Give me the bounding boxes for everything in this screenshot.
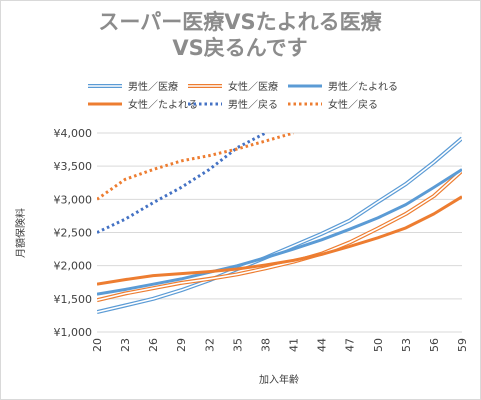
y-tick-label: ¥1,000 xyxy=(54,326,93,339)
y-axis-label: 月額保険料 xyxy=(14,208,27,258)
series-lines xyxy=(97,133,462,315)
legend-label: 男性／戻る xyxy=(228,98,278,111)
chart-title-line-1: スーパー医療VSたよれる医療 xyxy=(98,10,382,34)
y-tick-label: ¥1,500 xyxy=(54,293,93,306)
x-tick-label: 32 xyxy=(203,338,216,352)
x-tick-label: 23 xyxy=(119,338,132,352)
x-tick-label: 29 xyxy=(175,338,188,352)
legend-label: 男性／たよれる xyxy=(328,80,398,93)
series-line-0-inner xyxy=(97,137,462,313)
series-line-2 xyxy=(97,168,462,296)
legend-label: 男性／医療 xyxy=(128,80,178,93)
series-line-3 xyxy=(97,195,462,286)
x-axis: 20 23 26 29 32 35 38 41 44 47 50 53 56 59 xyxy=(91,338,469,352)
series-line-5 xyxy=(97,133,294,201)
y-tick-label: ¥3,000 xyxy=(54,193,93,206)
y-tick-label: ¥2,000 xyxy=(54,260,93,273)
x-tick-label: 53 xyxy=(400,338,413,352)
series-line-1-inner xyxy=(97,170,462,301)
legend-label: 女性／医療 xyxy=(228,80,278,93)
series-line-4 xyxy=(97,133,267,234)
y-tick-label: ¥3,500 xyxy=(54,160,93,173)
x-axis-label: 加入年齢 xyxy=(259,373,299,386)
legend-label: 女性／たよれる xyxy=(128,98,198,111)
plot-area xyxy=(97,133,462,315)
x-tick-label: 44 xyxy=(316,338,329,352)
y-tick-label: ¥2,500 xyxy=(54,227,93,240)
x-tick-label: 56 xyxy=(428,338,441,352)
legend-label: 女性／戻る xyxy=(328,98,378,111)
x-tick-label: 41 xyxy=(288,338,301,352)
x-tick-label: 47 xyxy=(344,338,357,352)
x-tick-label: 20 xyxy=(91,338,104,352)
x-tick-label: 50 xyxy=(372,338,385,352)
y-axis: ¥1,000 ¥1,500 ¥2,000 ¥2,500 ¥3,000 ¥3,500 ¥4,0… xyxy=(54,127,93,339)
x-tick-label: 38 xyxy=(259,338,272,352)
x-tick-label: 59 xyxy=(456,338,469,352)
y-tick-label: ¥4,000 xyxy=(54,127,93,140)
chart-title-line-2: VS戻るんです xyxy=(172,36,307,60)
x-tick-label: 26 xyxy=(147,338,160,352)
x-tick-label: 35 xyxy=(231,338,244,352)
